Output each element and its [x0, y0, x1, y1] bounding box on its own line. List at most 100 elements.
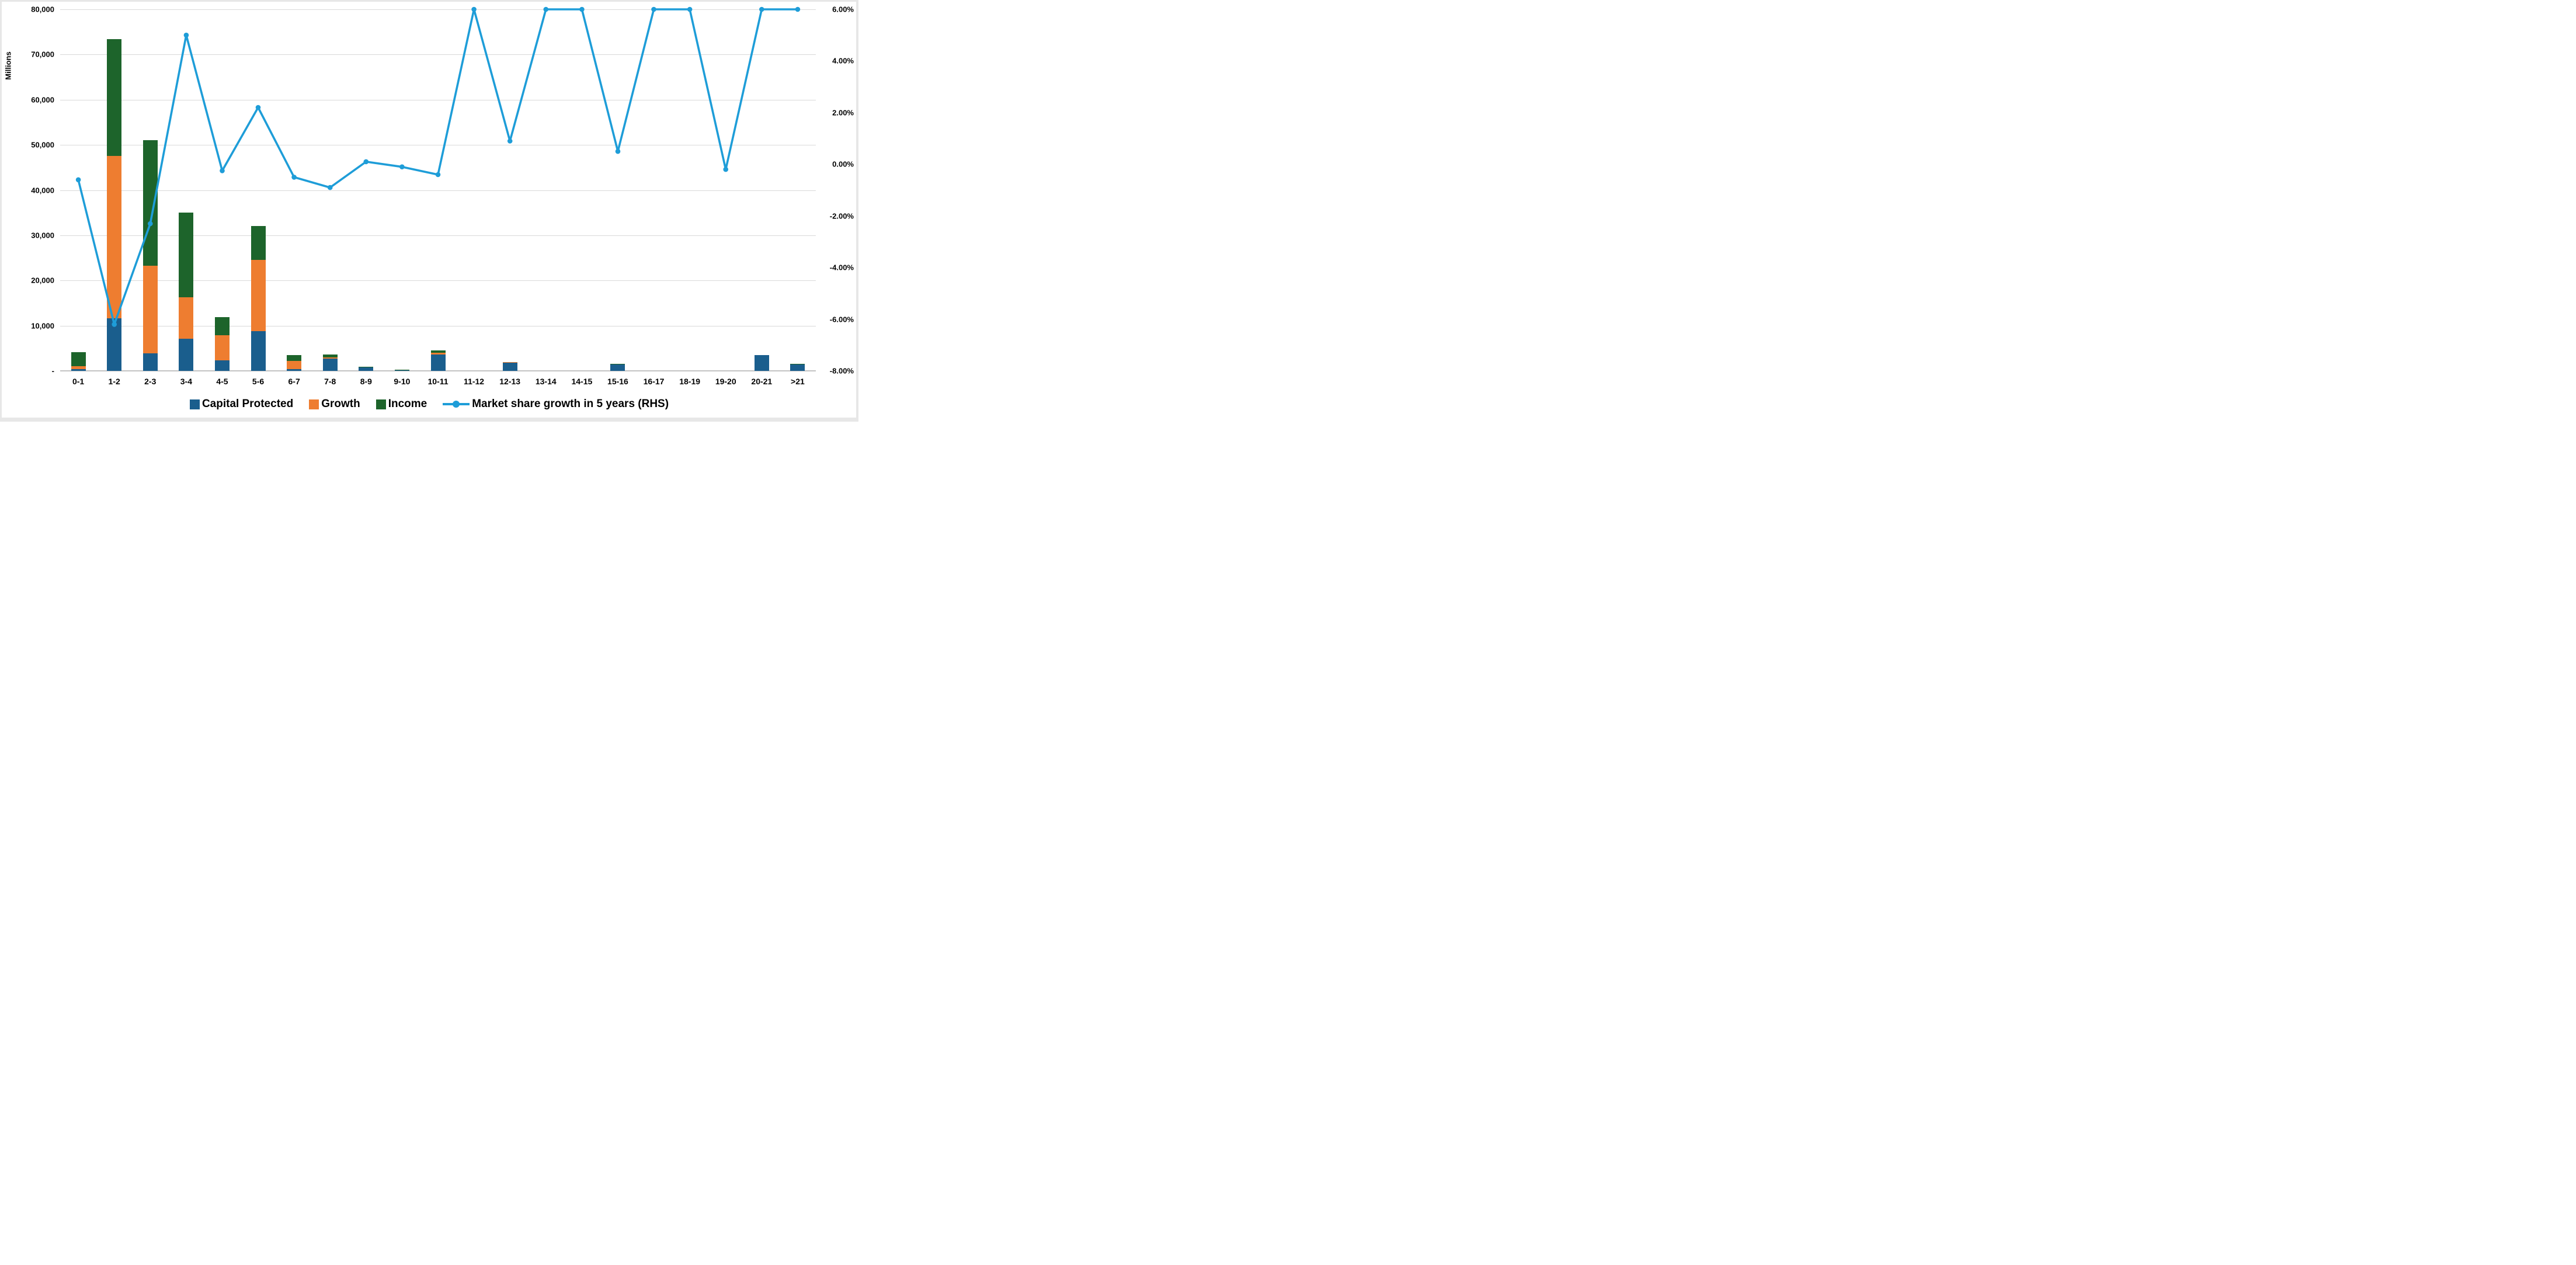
left-axis-tick-label: 80,000 [31, 5, 54, 14]
x-axis-category-label: 12-13 [499, 377, 521, 386]
bar-segment-income [251, 226, 266, 260]
right-axis-tick-label: 2.00% [832, 108, 854, 117]
x-axis-category-label: 11-12 [464, 377, 485, 386]
x-axis-category-label: 2-3 [144, 377, 157, 386]
line-data-point-marker [327, 185, 333, 190]
line-data-point-marker [435, 172, 441, 178]
x-axis-category-label: 13-14 [535, 377, 557, 386]
x-axis-category-label: 5-6 [252, 377, 265, 386]
left-axis-tick-label: 40,000 [31, 186, 54, 194]
screen-edge-left [0, 0, 2, 422]
line-data-point-marker [291, 175, 297, 180]
line-data-point-marker [615, 148, 621, 154]
x-axis-category-label: 19-20 [715, 377, 736, 386]
line-data-point-marker [399, 164, 405, 170]
x-axis-category-label: 7-8 [324, 377, 336, 386]
gridline [60, 54, 816, 55]
chart-screenshot: 80,000 70,000 60,000 50,000 40,000 30,000 20,0… [0, 0, 858, 422]
bar-segment-growth [322, 357, 338, 359]
bar-segment-capital-protected [430, 355, 446, 371]
x-axis-category-label: 14-15 [571, 377, 593, 386]
gridline [60, 190, 816, 191]
x-axis-category-label: 0-1 [72, 377, 85, 386]
left-axis-tick-label: 50,000 [31, 140, 54, 150]
bar-segment-income [430, 350, 446, 353]
right-axis-tick-label: 0.00% [832, 159, 854, 169]
screen-edge-right [856, 0, 858, 422]
x-axis-category-label: >21 [791, 377, 805, 386]
gridline [60, 280, 816, 282]
left-axis-tick-label: 10,000 [31, 321, 54, 331]
left-axis-tick-label: - [51, 366, 54, 376]
right-axis-tick-label: -6.00% [829, 315, 854, 324]
bar-segment-growth [287, 361, 302, 369]
bar-segment-capital-protected [251, 331, 266, 371]
x-axis-category-label: 8-9 [360, 377, 372, 386]
bar-segment-capital-protected [322, 359, 338, 371]
bar-segment-income [322, 355, 338, 357]
bar-segment-growth [142, 265, 158, 353]
line-data-point-marker [183, 32, 189, 38]
legend-item-growth: Growth [309, 398, 360, 411]
bar-segment-growth [107, 156, 122, 319]
bar-segment-capital-protected [394, 370, 409, 371]
legend-swatch-icon [376, 399, 386, 409]
x-axis-category-label: 6-7 [288, 377, 300, 386]
x-axis-category-label: 1-2 [108, 377, 120, 386]
legend-label: Income [388, 398, 427, 410]
right-axis-tick-label: -4.00% [829, 263, 854, 272]
legend-item-market-share-growth-in-years-rhs-: Market share growth in 5 years (RHS) [443, 398, 669, 411]
legend-item-income: Income [376, 398, 427, 411]
right-axis-tick-label: 4.00% [832, 56, 854, 65]
bar-segment-capital-protected [610, 364, 625, 371]
bar-segment-capital-protected [754, 355, 769, 371]
line-data-point-marker [220, 168, 225, 173]
x-axis-category-label: 20-21 [751, 377, 773, 386]
x-axis-category-label: 15-16 [607, 377, 628, 386]
bar-segment-growth [430, 352, 446, 355]
screen-edge-bottom [0, 418, 858, 422]
bar-segment-growth [502, 362, 517, 363]
legend-line-dot [453, 401, 460, 408]
bar-segment-capital-protected [214, 360, 230, 371]
bar-segment-capital-protected [142, 353, 158, 371]
left-axis-title: Millions [4, 51, 13, 80]
left-axis-tick-label: 70,000 [31, 50, 54, 59]
bar-segment-capital-protected [359, 367, 374, 371]
bar-segment-income [71, 352, 86, 367]
x-axis-category-label: 3-4 [180, 377, 192, 386]
right-axis-tick-label: -8.00% [829, 366, 854, 376]
legend-label: Growth [321, 398, 360, 410]
legend-swatch-icon [309, 399, 319, 409]
x-axis-category-label: 9-10 [394, 377, 411, 386]
x-axis-category-label: 10-11 [427, 377, 449, 386]
legend-label: Market share growth in 5 years (RHS) [472, 398, 669, 410]
chart-legend: Capital Protected Growth Income Market shar… [0, 395, 858, 413]
gridline [60, 235, 816, 236]
right-axis-tick-label: 6.00% [832, 5, 854, 14]
line-data-point-marker [507, 138, 513, 144]
bar-segment-income [287, 355, 302, 362]
left-axis-tick-label: 20,000 [31, 276, 54, 285]
market-share-line-series [75, 6, 801, 327]
line-data-point-marker [723, 166, 728, 172]
bar-segment-income [107, 39, 122, 157]
legend-label: Capital Protected [201, 398, 294, 410]
bar-segment-income [179, 213, 194, 297]
left-axis-tick-label: 30,000 [31, 231, 54, 240]
bar-segment-income [214, 317, 230, 335]
legend-item-capital-protected: Capital Protected [189, 398, 294, 411]
bar-segment-income [142, 140, 158, 266]
bar-segment-growth [71, 366, 86, 370]
right-axis-tick-label: -2.00% [829, 211, 854, 221]
line-data-point-marker [75, 177, 81, 183]
x-axis-category-label: 4-5 [216, 377, 228, 386]
bar-segment-capital-protected [790, 364, 805, 371]
line-data-point-marker [363, 159, 369, 165]
bar-segment-growth [179, 297, 194, 339]
x-axis-category-label: 18-19 [679, 377, 701, 386]
line-data-point-marker [255, 105, 261, 110]
bar-segment-capital-protected [107, 318, 122, 371]
bar-segment-capital-protected [71, 369, 86, 371]
left-axis-tick-label: 60,000 [31, 95, 54, 105]
